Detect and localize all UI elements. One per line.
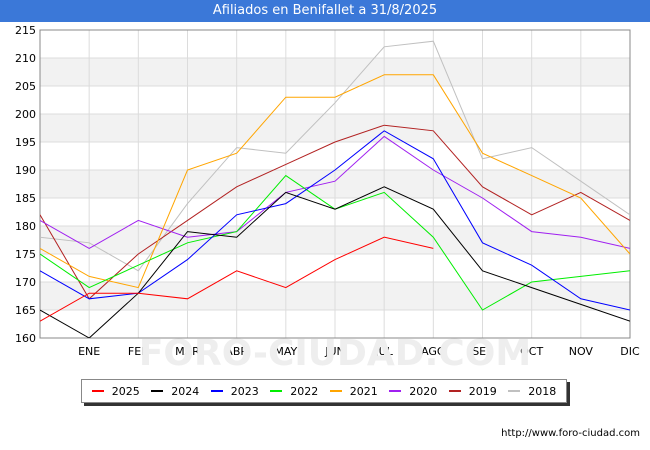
y-tick-label: 170: [15, 276, 36, 289]
legend-label: 2019: [469, 385, 497, 398]
legend-swatch: [151, 390, 163, 392]
y-tick-label: 205: [15, 80, 36, 93]
legend-swatch: [508, 390, 520, 392]
y-tick-label: 185: [15, 192, 36, 205]
legend-item-2020: 2020: [389, 385, 437, 398]
legend-label: 2021: [350, 385, 378, 398]
legend-label: 2024: [171, 385, 199, 398]
legend-swatch: [330, 390, 342, 392]
legend-swatch: [211, 390, 223, 392]
legend-label: 2018: [528, 385, 556, 398]
x-tick-label: ENE: [78, 345, 100, 358]
footer-url: http://www.foro-ciudad.com: [501, 428, 640, 439]
legend-label: 2025: [112, 385, 140, 398]
y-tick-label: 160: [15, 332, 36, 345]
y-tick-label: 190: [15, 164, 36, 177]
legend-swatch: [449, 390, 461, 392]
x-tick-label: NOV: [569, 345, 594, 358]
chart-legend: 2025 2024 2023 2022 2021 2020 2019 2018: [81, 379, 567, 403]
y-tick-label: 195: [15, 136, 36, 149]
legend-swatch: [92, 390, 104, 392]
y-tick-label: 200: [15, 108, 36, 121]
legend-label: 2020: [409, 385, 437, 398]
x-tick-label: DIC: [620, 345, 640, 358]
y-tick-label: 165: [15, 304, 36, 317]
legend-item-2022: 2022: [270, 385, 318, 398]
legend-swatch: [389, 390, 401, 392]
legend-item-2019: 2019: [449, 385, 497, 398]
legend-item-2025: 2025: [92, 385, 140, 398]
legend-label: 2023: [231, 385, 259, 398]
y-tick-label: 210: [15, 52, 36, 65]
legend-item-2018: 2018: [508, 385, 556, 398]
legend-item-2024: 2024: [151, 385, 199, 398]
y-tick-label: 175: [15, 248, 36, 261]
watermark: FORO-CIUDAD.COM: [139, 333, 531, 374]
y-tick-label: 215: [15, 24, 36, 37]
y-tick-label: 180: [15, 220, 36, 233]
legend-item-2023: 2023: [211, 385, 259, 398]
legend-label: 2022: [290, 385, 318, 398]
legend-item-2021: 2021: [330, 385, 378, 398]
legend-swatch: [270, 390, 282, 392]
